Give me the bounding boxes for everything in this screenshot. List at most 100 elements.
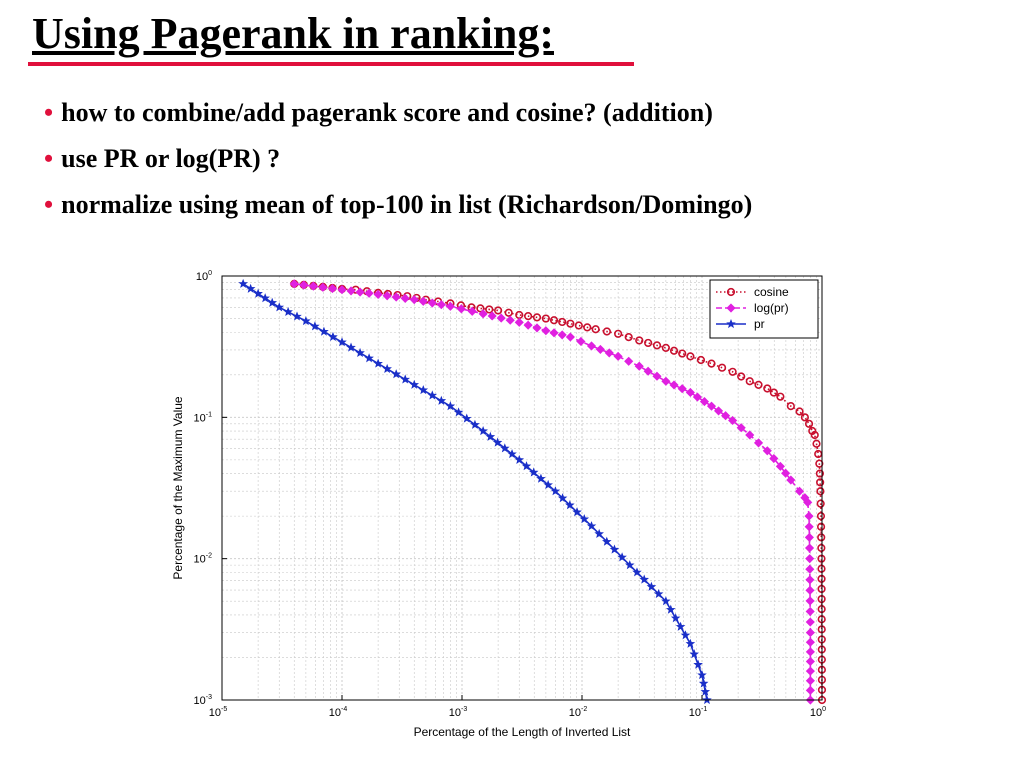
data-point xyxy=(507,449,517,459)
data-point xyxy=(318,282,328,292)
data-point xyxy=(557,493,568,503)
data-point xyxy=(617,552,627,562)
data-point xyxy=(576,336,586,347)
data-point xyxy=(328,331,338,341)
data-point xyxy=(639,574,649,584)
data-point xyxy=(713,406,724,416)
data-point xyxy=(644,338,653,348)
data-point xyxy=(677,384,687,394)
data-point xyxy=(245,283,256,293)
data-point xyxy=(781,468,791,478)
data-point xyxy=(670,613,681,623)
data-point xyxy=(382,291,392,301)
data-point xyxy=(409,295,419,305)
data-point xyxy=(521,461,532,471)
data-point xyxy=(467,306,477,316)
data-point xyxy=(355,347,365,357)
data-point xyxy=(456,304,466,314)
data-point xyxy=(754,380,763,389)
data-point xyxy=(391,292,401,302)
data-point xyxy=(686,352,695,361)
data-point xyxy=(692,392,702,402)
data-point xyxy=(776,392,785,401)
data-point xyxy=(583,323,592,332)
data-point xyxy=(301,316,311,326)
data-point xyxy=(652,371,662,381)
data-point xyxy=(400,374,411,384)
data-point xyxy=(680,630,691,640)
data-point xyxy=(613,351,623,361)
data-point xyxy=(445,401,456,411)
data-point xyxy=(661,343,670,352)
series-pr xyxy=(238,278,712,705)
data-point xyxy=(289,279,299,289)
data-point xyxy=(355,287,365,297)
data-point xyxy=(805,676,815,686)
data-point xyxy=(586,341,597,351)
data-point xyxy=(364,288,374,298)
data-point xyxy=(696,355,706,365)
x-tick-label: 10-4 xyxy=(329,706,348,719)
data-point xyxy=(609,544,620,554)
data-point xyxy=(310,321,320,331)
data-point xyxy=(436,300,446,310)
data-point xyxy=(364,353,374,363)
data-point xyxy=(805,554,815,564)
data-point xyxy=(769,453,779,464)
data-point xyxy=(736,423,746,433)
data-point xyxy=(652,341,662,350)
bullet-item: • how to combine/add pagerank score and c… xyxy=(44,90,752,136)
data-point xyxy=(804,419,814,428)
data-point xyxy=(753,438,764,448)
data-point xyxy=(594,528,604,538)
data-point xyxy=(669,346,679,355)
data-point xyxy=(697,670,707,680)
y-tick-label: 10-1 xyxy=(194,411,213,424)
data-point xyxy=(373,358,383,368)
data-point xyxy=(494,306,503,315)
x-tick-label: 10-1 xyxy=(689,706,708,719)
bullet-item: • normalize using mean of top-100 in list… xyxy=(44,182,752,228)
data-point xyxy=(558,317,567,327)
data-point xyxy=(805,617,815,627)
data-point xyxy=(382,363,392,373)
chart-ticks: 10-5 10-4 10-3 10-2 10-1 100 100 10-1 10-2 10-3 xyxy=(194,270,827,719)
data-point xyxy=(786,402,795,411)
x-tick-label: 100 xyxy=(810,706,826,719)
data-point xyxy=(803,497,813,507)
data-point xyxy=(805,606,815,617)
data-point xyxy=(391,369,401,379)
data-point xyxy=(815,459,824,468)
data-point xyxy=(614,329,623,338)
data-point xyxy=(595,344,605,354)
data-point xyxy=(634,361,644,371)
data-point xyxy=(292,311,302,321)
data-point xyxy=(496,313,506,323)
data-point xyxy=(669,380,679,390)
y-axis-label: Percentage of the Maximum Value xyxy=(171,396,185,580)
data-point xyxy=(487,311,497,321)
data-point xyxy=(541,326,551,336)
data-point xyxy=(550,486,561,496)
data-point xyxy=(675,621,686,631)
data-point xyxy=(721,411,731,421)
data-point xyxy=(476,304,485,313)
data-point xyxy=(728,415,738,426)
data-point xyxy=(794,486,805,496)
data-point xyxy=(299,280,309,290)
data-point xyxy=(337,285,347,295)
data-point xyxy=(763,384,772,393)
data-point xyxy=(418,296,428,306)
data-point xyxy=(816,487,825,496)
data-point xyxy=(816,522,826,531)
data-point xyxy=(579,514,590,524)
data-point xyxy=(557,330,567,340)
data-point xyxy=(745,377,754,386)
x-tick-label: 10-3 xyxy=(449,706,468,719)
legend-label: pr xyxy=(754,317,765,331)
data-point xyxy=(805,685,815,695)
data-point xyxy=(260,293,270,303)
data-point xyxy=(812,439,821,448)
y-tick-label: 10-3 xyxy=(194,694,213,707)
data-point xyxy=(427,298,437,308)
